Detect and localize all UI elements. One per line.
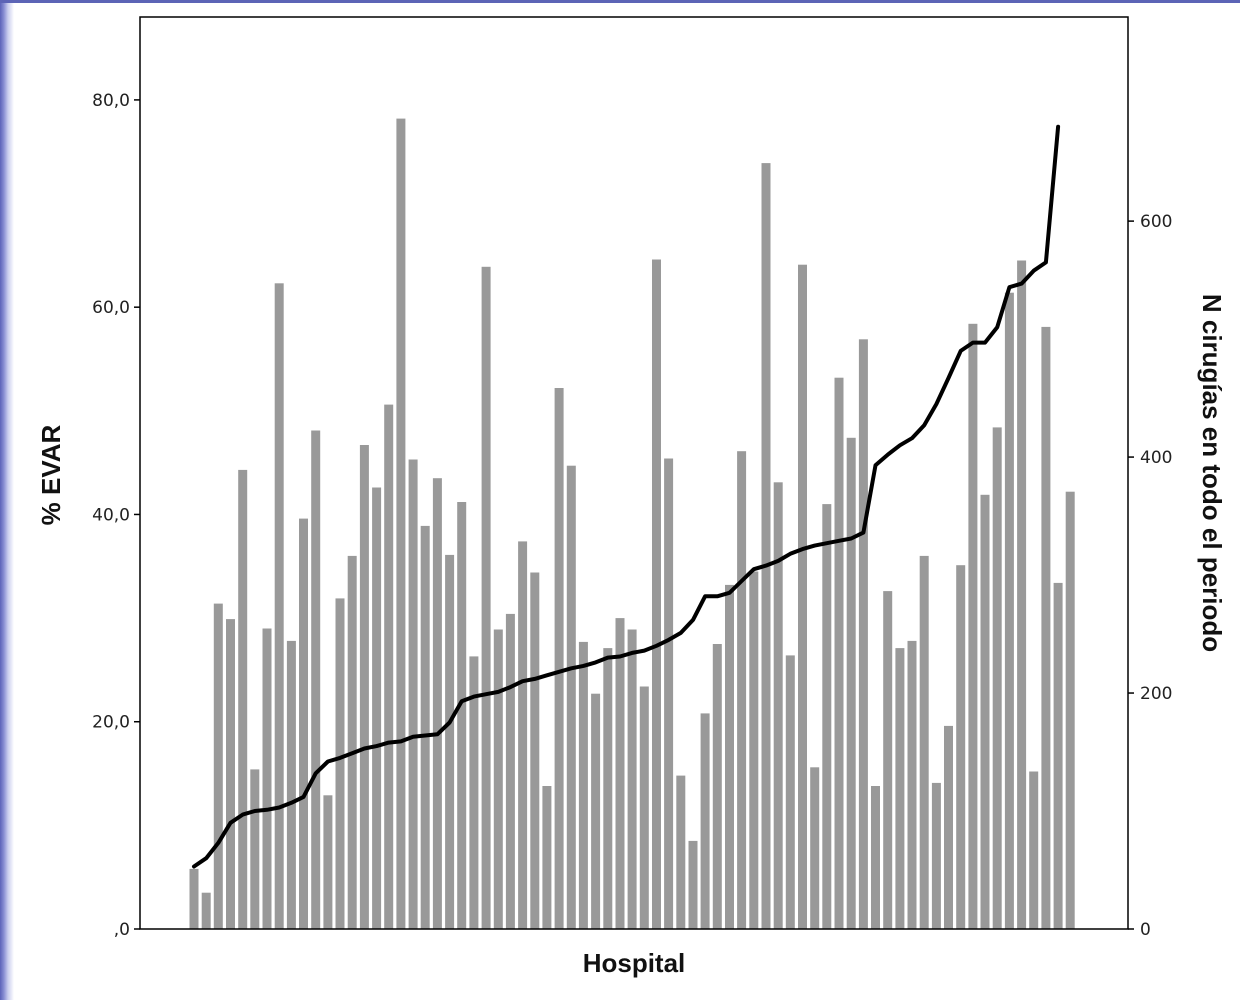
bar <box>359 445 369 929</box>
slide-top-border <box>0 0 1240 3</box>
bar <box>493 629 503 929</box>
bar <box>226 619 235 929</box>
bar <box>372 487 382 929</box>
bar-series <box>189 118 1075 930</box>
bar <box>542 786 552 929</box>
bar <box>737 451 747 929</box>
y2-axis-title: N cirugías en todo el periodo <box>1197 294 1227 652</box>
bar <box>1004 292 1014 929</box>
bar <box>615 618 625 929</box>
bar <box>627 629 637 929</box>
bar <box>420 525 430 929</box>
bar <box>213 603 223 929</box>
right-axis-ticks: 0 200 400 600 <box>1128 212 1172 940</box>
bar <box>992 427 1002 929</box>
bar <box>432 478 442 929</box>
y-tick-label: 40,0 <box>92 505 130 525</box>
bar <box>725 584 734 929</box>
bar <box>262 628 272 929</box>
bar <box>980 494 990 929</box>
x-axis-title: Hospital <box>583 948 686 978</box>
bar <box>457 502 467 929</box>
y-tick-label: 20,0 <box>92 713 130 733</box>
bar <box>871 786 880 929</box>
bar <box>1053 582 1063 929</box>
y-tick-label: 80,0 <box>92 91 130 111</box>
y-axis-title: % EVAR <box>36 424 66 525</box>
bar <box>956 565 966 929</box>
bar <box>286 640 296 929</box>
bar <box>919 555 929 929</box>
bar <box>931 782 941 929</box>
left-axis-ticks: ,0 20,0 40,0 60,0 80,0 <box>92 91 140 940</box>
bar <box>944 725 953 929</box>
bar <box>798 264 807 929</box>
bar <box>238 469 248 929</box>
bar <box>761 163 771 930</box>
bar <box>1065 491 1075 929</box>
bar <box>408 459 418 929</box>
bar <box>895 648 905 929</box>
y2-tick-label: 0 <box>1140 920 1151 940</box>
bar <box>968 323 978 929</box>
bar <box>676 775 686 929</box>
bar <box>201 892 211 929</box>
bar <box>846 437 856 929</box>
plot-frame <box>139 16 1129 930</box>
bar <box>299 518 308 929</box>
bar <box>883 591 893 929</box>
bar <box>712 644 722 929</box>
bar <box>700 713 710 929</box>
surgeries-line <box>192 124 1061 869</box>
y-tick-label: 60,0 <box>92 298 130 318</box>
bar <box>1017 260 1027 929</box>
bar <box>189 868 199 929</box>
bar <box>481 266 491 929</box>
y-tick-label: ,0 <box>114 920 130 940</box>
bar <box>518 541 528 929</box>
bar <box>384 404 394 930</box>
bar <box>311 430 321 929</box>
bar <box>688 840 698 929</box>
bar <box>347 555 357 929</box>
bar <box>323 795 333 929</box>
bar <box>554 388 564 929</box>
bar <box>530 572 540 929</box>
bar <box>858 339 868 929</box>
y2-tick-label: 400 <box>1140 448 1172 468</box>
bar <box>652 259 661 929</box>
bar <box>834 377 844 929</box>
bar <box>578 641 588 929</box>
bar <box>785 655 795 929</box>
bar <box>591 693 601 929</box>
bar <box>603 648 613 929</box>
bar <box>335 598 345 929</box>
bar <box>749 571 759 929</box>
bar <box>274 283 284 929</box>
bar <box>445 554 455 929</box>
bar <box>907 640 917 929</box>
bar <box>810 767 820 929</box>
y2-tick-label: 200 <box>1140 684 1172 704</box>
bar <box>773 482 783 929</box>
bar <box>505 613 515 929</box>
bar <box>250 769 260 929</box>
y2-tick-label: 600 <box>1140 212 1172 232</box>
bar <box>1029 771 1039 929</box>
bar <box>566 465 576 929</box>
bar <box>396 118 406 930</box>
bar <box>664 458 674 929</box>
bar <box>469 656 479 929</box>
bar <box>639 686 649 929</box>
bar <box>1041 326 1051 929</box>
bar <box>822 504 832 929</box>
